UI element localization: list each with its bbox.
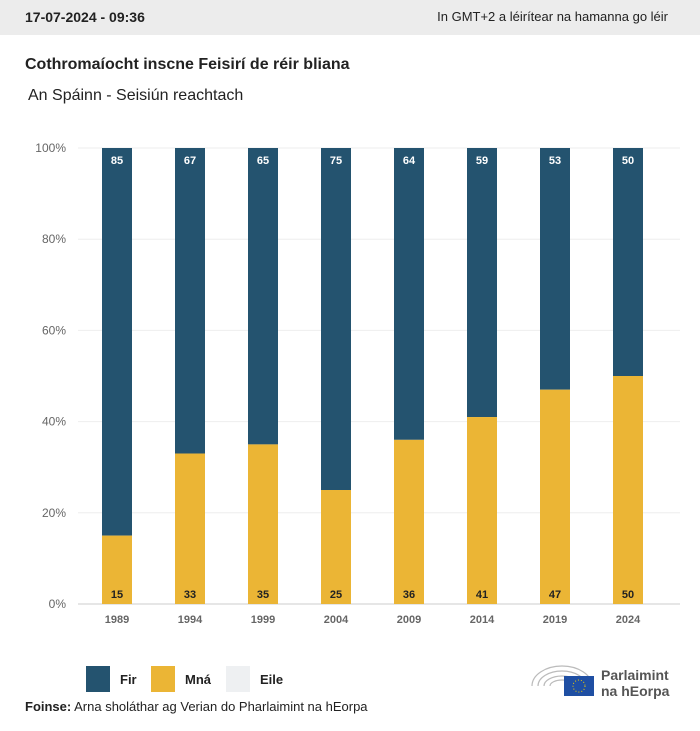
data-label-mna: 25	[330, 589, 342, 601]
bar-fir	[540, 148, 570, 390]
legend-swatch	[151, 666, 175, 692]
bar-mna	[467, 417, 497, 604]
chart-subtitle: An Spáinn - Seisiún reachtach	[28, 87, 244, 104]
source-label: Foinse:	[25, 699, 72, 714]
bar-mna	[175, 453, 205, 604]
legend-item-fir[interactable]: Fir	[86, 666, 137, 692]
data-label-fir: 59	[476, 155, 488, 167]
bar-mna	[394, 439, 424, 604]
data-label-fir: 85	[111, 155, 123, 167]
bar-fir	[321, 148, 351, 490]
bar-fir	[613, 148, 643, 376]
data-label-fir: 75	[330, 155, 342, 167]
source-note: Foinse: Arna sholáthar ag Verian do Phar…	[25, 699, 368, 714]
data-label-mna: 41	[476, 589, 488, 601]
x-tick-label: 2014	[470, 614, 495, 626]
bar-chart: 0% 20% 40% 60% 80% 100% 85 15 1989 67 33 1994 65 35 19…	[35, 141, 680, 626]
logo-text: Parlaimint na hEorpa	[601, 667, 669, 699]
x-tick-label: 2024	[616, 614, 641, 626]
x-tick-label: 1994	[178, 614, 203, 626]
bar-fir	[394, 148, 424, 440]
x-tick-label: 1999	[251, 614, 275, 626]
top-bar: 17-07-2024 - 09:36 In GMT+2 a léirítear …	[0, 0, 700, 35]
bar-fir	[248, 148, 278, 445]
legend-swatch	[86, 666, 110, 692]
bar-mna	[540, 389, 570, 604]
data-label-fir: 53	[549, 155, 561, 167]
y-tick-label: 20%	[42, 506, 66, 520]
data-label-mna: 35	[257, 589, 269, 601]
y-tick-label: 80%	[42, 232, 66, 246]
bar-fir	[102, 148, 132, 536]
x-tick-label: 1989	[105, 614, 129, 626]
bar-fir	[175, 148, 205, 454]
data-label-fir: 67	[184, 155, 196, 167]
timezone-note: In GMT+2 a léirítear na hamanna go léir	[437, 9, 668, 24]
y-tick-label: 40%	[42, 415, 66, 429]
data-label-fir: 64	[403, 155, 416, 167]
bar-fir	[467, 148, 497, 418]
x-tick-label: 2019	[543, 614, 567, 626]
legend-label: Eile	[260, 671, 284, 687]
bar-mna	[613, 376, 643, 604]
bar-mna	[102, 535, 132, 604]
data-label-mna: 15	[111, 589, 123, 601]
data-label-mna: 33	[184, 589, 196, 601]
legend-label: Fir	[120, 671, 137, 687]
logo-line2: na hEorpa	[601, 683, 670, 699]
data-label-fir: 65	[257, 155, 269, 167]
european-parliament-logo	[531, 665, 594, 696]
legend-swatch	[226, 666, 250, 692]
y-tick-label: 100%	[35, 141, 66, 155]
data-label-mna: 47	[549, 589, 561, 601]
x-tick-label: 2009	[397, 614, 421, 626]
legend-item-mna[interactable]: Mná	[151, 666, 211, 692]
data-label-mna: 36	[403, 589, 415, 601]
legend-item-eile[interactable]: Eile	[226, 666, 283, 692]
y-tick-label: 60%	[42, 323, 66, 337]
y-tick-label: 0%	[49, 597, 67, 611]
logo-line1: Parlaimint	[601, 667, 669, 683]
data-label-mna: 50	[622, 589, 634, 601]
data-label-fir: 50	[622, 155, 634, 167]
chart-title: Cothromaíocht inscne Feisirí de réir bli…	[25, 56, 350, 73]
legend-label: Mná	[185, 671, 211, 687]
bar-mna	[321, 490, 351, 604]
x-tick-label: 2004	[324, 614, 349, 626]
source-text: Arna sholáthar ag Verian do Pharlaimint …	[71, 699, 368, 714]
timestamp: 17-07-2024 - 09:36	[25, 9, 145, 25]
bar-mna	[248, 444, 278, 604]
